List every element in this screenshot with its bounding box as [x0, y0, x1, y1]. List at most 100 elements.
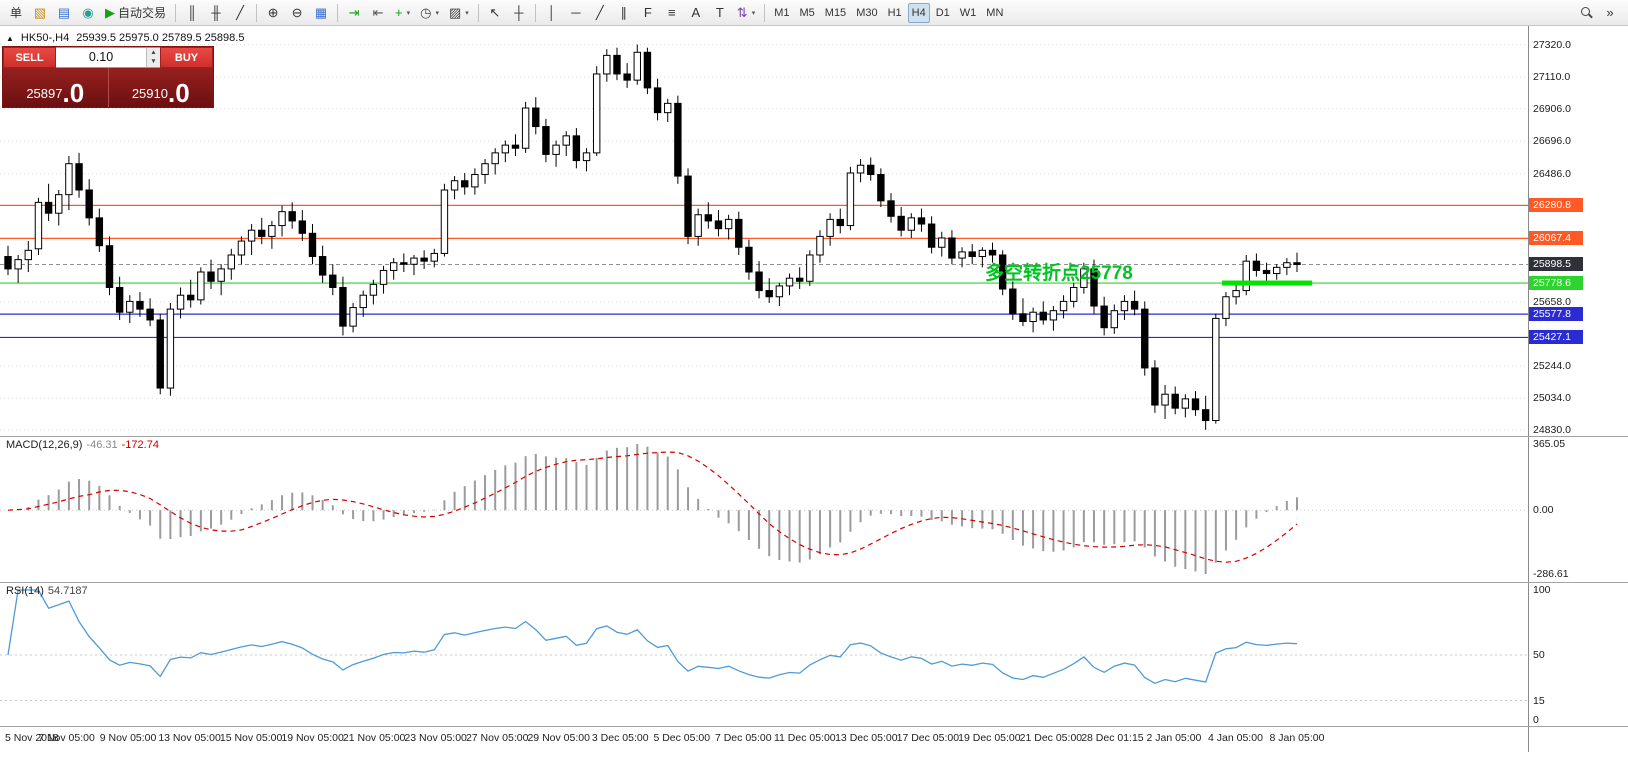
play-icon: ▶	[105, 5, 115, 20]
timeframe-h1-button-label: H1	[887, 6, 902, 19]
time-axis[interactable]: 5 Nov 2018 7 Nov 05:00 9 Nov 05:00 13 Nov 0…	[0, 726, 1528, 752]
timeframe-mn-button[interactable]: MN	[982, 3, 1007, 23]
sell-price[interactable]: 25897 .0	[3, 68, 108, 107]
timeframe-w1-button-label: W1	[959, 6, 977, 19]
pivot-annotation-text[interactable]: 多空转折点25778	[985, 263, 1133, 284]
timeframe-h4-button[interactable]: H4	[907, 2, 930, 23]
timeframe-d1-button[interactable]: D1	[932, 3, 954, 23]
community-icon: ◉	[82, 5, 94, 20]
support-upper-price-tag[interactable]: 25577.8	[1529, 307, 1583, 322]
periods-button[interactable]: ◷ ▾	[416, 3, 443, 23]
cycle-lines-button[interactable]: ≡	[661, 3, 683, 23]
toolbar-overflow-button[interactable]: »	[1599, 3, 1621, 23]
template-icon: ▨	[448, 5, 462, 20]
auto-scroll-icon: ⇥	[348, 5, 360, 20]
lot-increase-button[interactable]: ▲	[147, 48, 160, 58]
price-tick-label: 26486.0	[1533, 167, 1571, 180]
chart-shift-button[interactable]: ⇤	[367, 3, 389, 23]
arrows-button[interactable]: ⇅ ▾	[733, 3, 759, 23]
macd-panel-canvas[interactable]	[0, 436, 1528, 582]
cursor-button[interactable]: ↖	[484, 3, 506, 23]
crosshair-button[interactable]: ┼	[508, 3, 530, 23]
timeframe-m15-button[interactable]: M15	[821, 3, 850, 23]
timeframe-m1-button-label: M1	[774, 6, 790, 19]
line-chart-button[interactable]: ╱	[229, 3, 251, 23]
time-axis-label: 2 Jan 05:00	[1146, 732, 1202, 744]
resistance-lower-price-tag[interactable]: 26067.4	[1529, 231, 1583, 246]
community-button[interactable]: ◉	[77, 3, 99, 23]
time-axis-label: 27 Nov 05:00	[465, 732, 529, 744]
auto-trading-button[interactable]: ▶ 自动交易	[101, 3, 170, 23]
line-chart-icon: ╱	[236, 5, 244, 20]
time-axis-label: 19 Dec 05:00	[958, 732, 1021, 744]
candlestick-button[interactable]: ╫	[205, 3, 227, 23]
ohlc-bars-button[interactable]: ║	[181, 3, 203, 23]
timeframe-w1-button[interactable]: W1	[956, 3, 981, 23]
price-axis[interactable]: 27320.0 27110.0 26906.0 26696.0 26486.0 25658…	[1528, 26, 1628, 752]
timeframe-m1-button[interactable]: M1	[770, 3, 793, 23]
current-price-price-tag[interactable]: 25898.5	[1529, 257, 1583, 272]
lot-decrease-button[interactable]: ▼	[147, 57, 160, 67]
templates-button[interactable]: ▨ ▾	[445, 3, 473, 23]
main-chart-canvas[interactable]	[0, 26, 1528, 436]
channel-icon: ∥	[620, 5, 628, 20]
macd-panel-divider[interactable]	[0, 436, 1628, 437]
sell-button[interactable]: SELL	[3, 47, 56, 68]
new-order-button[interactable]: 单	[5, 3, 27, 23]
time-axis-divider	[0, 726, 1628, 727]
buy-button[interactable]: BUY	[160, 47, 213, 68]
timeframe-mn-button-label: MN	[986, 6, 1004, 19]
toolbar-separator	[477, 3, 479, 22]
pivot-highlight-segment[interactable]	[1221, 280, 1313, 286]
chart-expand-icon[interactable]: ▲	[6, 33, 14, 43]
new-order-button-label: 单	[9, 6, 22, 20]
trendline-icon: ╱	[595, 5, 604, 20]
fibonacci-button[interactable]: F	[637, 3, 659, 23]
new-chart-button[interactable]: ▧	[29, 3, 51, 23]
support-lower-price-tag[interactable]: 25427.1	[1529, 330, 1583, 345]
sell-price-fraction: .0	[62, 77, 85, 108]
auto-scroll-button[interactable]: ⇥	[343, 3, 365, 23]
horizontal-line-button[interactable]: ─	[565, 3, 587, 23]
time-axis-label: 5 Dec 05:00	[653, 732, 711, 744]
time-axis-label: 13 Nov 05:00	[158, 732, 221, 744]
zoom-out-button[interactable]: ⊖	[286, 3, 308, 23]
pivot-green-price-tag[interactable]: 25778.6	[1529, 276, 1583, 291]
price-tick-label: 26906.0	[1533, 102, 1571, 115]
horizontal-level-lines[interactable]	[0, 204, 1528, 339]
time-axis-label: 7 Nov 05:00	[38, 732, 95, 744]
timeframe-m15-button-label: M15	[824, 6, 847, 19]
timeframe-h1-button[interactable]: H1	[884, 3, 906, 23]
search-button[interactable]	[1575, 3, 1597, 23]
toolbar-left-group: 单 ▧ ▤ ◉ ▶ 自动交易 ║ ╫ ╱ ⊕ ⊖ ▦ ⇥ ⇤ + ▾ ◷ ▾ ▨ ▾ ↖ ┼ │ ─ ╱ ∥ F ≡ A T ⇅ ▾ M1 M5 M…	[4, 2, 1008, 23]
timeframe-m5-button[interactable]: M5	[796, 3, 819, 23]
indicators-button[interactable]: + ▾	[391, 3, 414, 23]
lot-size-field[interactable]: 0.10 ▲ ▼	[56, 47, 160, 68]
lot-size-value[interactable]: 0.10	[88, 50, 114, 64]
resistance-upper-price-tag[interactable]: 26280.8	[1529, 198, 1583, 213]
text-label-button[interactable]: T	[709, 3, 731, 23]
trendline-button[interactable]: ╱	[589, 3, 611, 23]
chart-title: HK50-,H4	[20, 32, 70, 44]
buy-price[interactable]: 25910 .0	[109, 68, 214, 107]
time-axis-label: 19 Nov 05:00	[281, 732, 344, 744]
price-tick-label: 25658.0	[1533, 295, 1571, 308]
chart-symbol-header: ▲ HK50-,H4 25939.5 25975.0 25789.5 25898…	[6, 32, 244, 44]
profiles-button[interactable]: ▤	[53, 3, 75, 23]
rsi-panel-canvas[interactable]	[0, 582, 1528, 726]
rsi-axis-label: 100	[1533, 584, 1551, 596]
channel-button[interactable]: ∥	[613, 3, 635, 23]
timeframe-m30-button[interactable]: M30	[852, 3, 881, 23]
time-axis-label: 11 Dec 05:00	[773, 732, 836, 744]
timeframe-m5-button-label: M5	[799, 6, 815, 19]
rsi-panel-divider[interactable]	[0, 582, 1628, 583]
zoom-in-button[interactable]: ⊕	[262, 3, 284, 23]
tile-windows-button[interactable]: ▦	[310, 3, 332, 23]
toolbar-right-group: »	[1574, 3, 1622, 23]
profiles-icon: ▤	[57, 5, 71, 20]
toolbar: 单 ▧ ▤ ◉ ▶ 自动交易 ║ ╫ ╱ ⊕ ⊖ ▦ ⇥ ⇤ + ▾ ◷ ▾ ▨ ▾ ↖ ┼ │ ─ ╱ ∥ F ≡ A T ⇅ ▾ M1 M5 M…	[0, 0, 1628, 26]
vertical-line-button[interactable]: │	[541, 3, 563, 23]
text-button[interactable]: A	[685, 3, 707, 23]
macd-value-signal: -172.74	[121, 439, 159, 451]
